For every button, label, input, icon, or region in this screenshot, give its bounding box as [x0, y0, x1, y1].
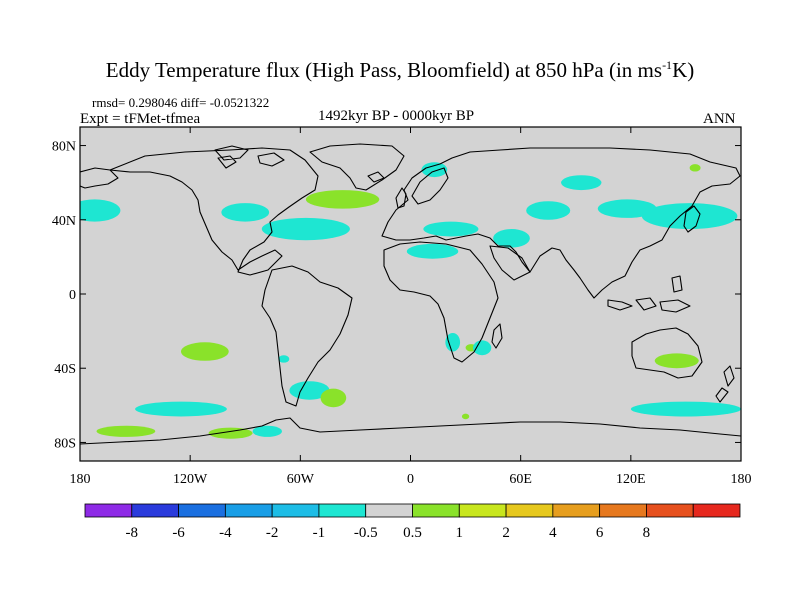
colorbar-swatch	[365, 503, 413, 518]
colorbar-label: -0.5	[354, 525, 378, 541]
coast-south-america	[261, 265, 353, 407]
lon-tick-label: 180	[731, 472, 752, 487]
colorbar-label: 0.5	[403, 525, 422, 541]
anomaly-region-npac-east	[80, 199, 121, 222]
colorbar-label: 8	[643, 525, 651, 541]
coast-arabia	[489, 245, 531, 281]
colorbar-swatch	[131, 503, 179, 518]
colorbar-label: -4	[219, 525, 232, 541]
anomaly-region-so-pos2	[208, 427, 253, 439]
lat-tick-label: 0	[69, 288, 76, 303]
plot-title: Eddy Temperature flux (High Pass, Bloomf…	[105, 58, 695, 82]
colorbar-label: 6	[596, 525, 604, 541]
lon-tick-label: 120W	[173, 472, 208, 487]
colorbar-label: -2	[266, 525, 279, 541]
coast-africa	[383, 241, 499, 363]
anomaly-region-norway	[421, 162, 448, 178]
coastlines	[80, 143, 741, 445]
coast-eurasia	[381, 147, 741, 299]
coast-north-america	[109, 147, 319, 276]
coast-alaska	[80, 167, 119, 189]
anomaly-region-aus-pos	[654, 353, 699, 369]
period-label: 1492kyr BP - 0000kyr BP	[318, 108, 475, 124]
lat-tick-label: 80S	[54, 436, 76, 451]
colorbar-swatch	[318, 503, 367, 518]
season-label: ANN	[703, 111, 736, 127]
lat-tick-label: 40N	[52, 214, 76, 229]
anomaly-region-arctic-pos	[689, 164, 701, 172]
experiment-label: Expt = tFMet-tfmea	[80, 111, 201, 127]
lon-tick-label: 60W	[287, 472, 315, 487]
lon-tick-label: 120E	[616, 472, 646, 487]
colorbar-swatch	[458, 503, 507, 518]
coast-new-zealand	[715, 365, 735, 403]
coast-arctic-islands	[214, 145, 285, 169]
coast-scandinavia	[411, 167, 449, 205]
colorbar-swatch	[178, 503, 226, 518]
stats-label: rmsd= 0.298046 diff= -0.0521322	[92, 95, 270, 110]
anomaly-region-natl-pos	[305, 190, 380, 209]
anomaly-region-natl-gulf	[221, 203, 270, 222]
anomaly-region-so-small	[461, 413, 470, 420]
anomaly-region-spac-pos	[180, 342, 229, 361]
colorbar-swatch	[84, 503, 133, 518]
colorbar-swatch	[224, 503, 273, 518]
anomaly-region-cent-asia	[526, 201, 571, 220]
anomaly-region-e-asia	[597, 199, 657, 218]
colorbar-swatch	[692, 503, 741, 518]
anomaly-region-so-neg2	[252, 425, 282, 437]
colorbar-swatch	[552, 503, 601, 518]
lon-tick-label: 0	[407, 472, 414, 487]
anomaly-region-safr-neg	[445, 332, 461, 352]
anomaly-region-npac-west	[641, 203, 738, 230]
coast-australia	[631, 327, 703, 379]
anomaly-region-natl-main	[261, 217, 350, 241]
colorbar-swatch	[271, 503, 320, 518]
coast-uk	[395, 187, 407, 209]
anomaly-region-sam-small	[278, 355, 290, 363]
anomaly-region-so-pos1	[96, 425, 156, 437]
colorbar-label: -6	[172, 525, 185, 541]
colorbar-swatch	[505, 503, 554, 518]
anomaly-region-nafrica	[406, 243, 459, 259]
colorbar-label: 4	[549, 525, 557, 541]
colorbar-label: 1	[456, 525, 464, 541]
coast-maritime-se-asia	[607, 275, 691, 313]
colorbar-swatch	[646, 503, 694, 518]
lat-tick-label: 80N	[52, 140, 76, 155]
colorbar-label: -8	[126, 525, 139, 541]
coast-madagascar	[491, 323, 503, 349]
lon-tick-label: 180	[70, 472, 91, 487]
anomaly-region-med	[423, 221, 479, 237]
anomaly-region-mideast	[493, 229, 530, 248]
anomaly-region-so-pac	[135, 401, 227, 417]
anomaly-region-safr-neg2	[472, 340, 492, 356]
colorbar-swatch	[599, 503, 647, 518]
lat-tick-label: 40S	[54, 362, 76, 377]
colorbar-swatch	[412, 503, 460, 518]
anomaly-region-siberia	[561, 175, 602, 191]
coast-iceland	[367, 171, 385, 183]
coast-antarctica	[80, 417, 741, 445]
coast-greenland	[309, 143, 405, 191]
colorbar-label: -1	[313, 525, 326, 541]
lon-tick-label: 60E	[509, 472, 532, 487]
anomaly-region-so-ind	[630, 401, 741, 417]
coast-japan	[683, 205, 701, 233]
colorbar-label: 2	[502, 525, 510, 541]
anomaly-region-satl-pos	[320, 388, 347, 408]
